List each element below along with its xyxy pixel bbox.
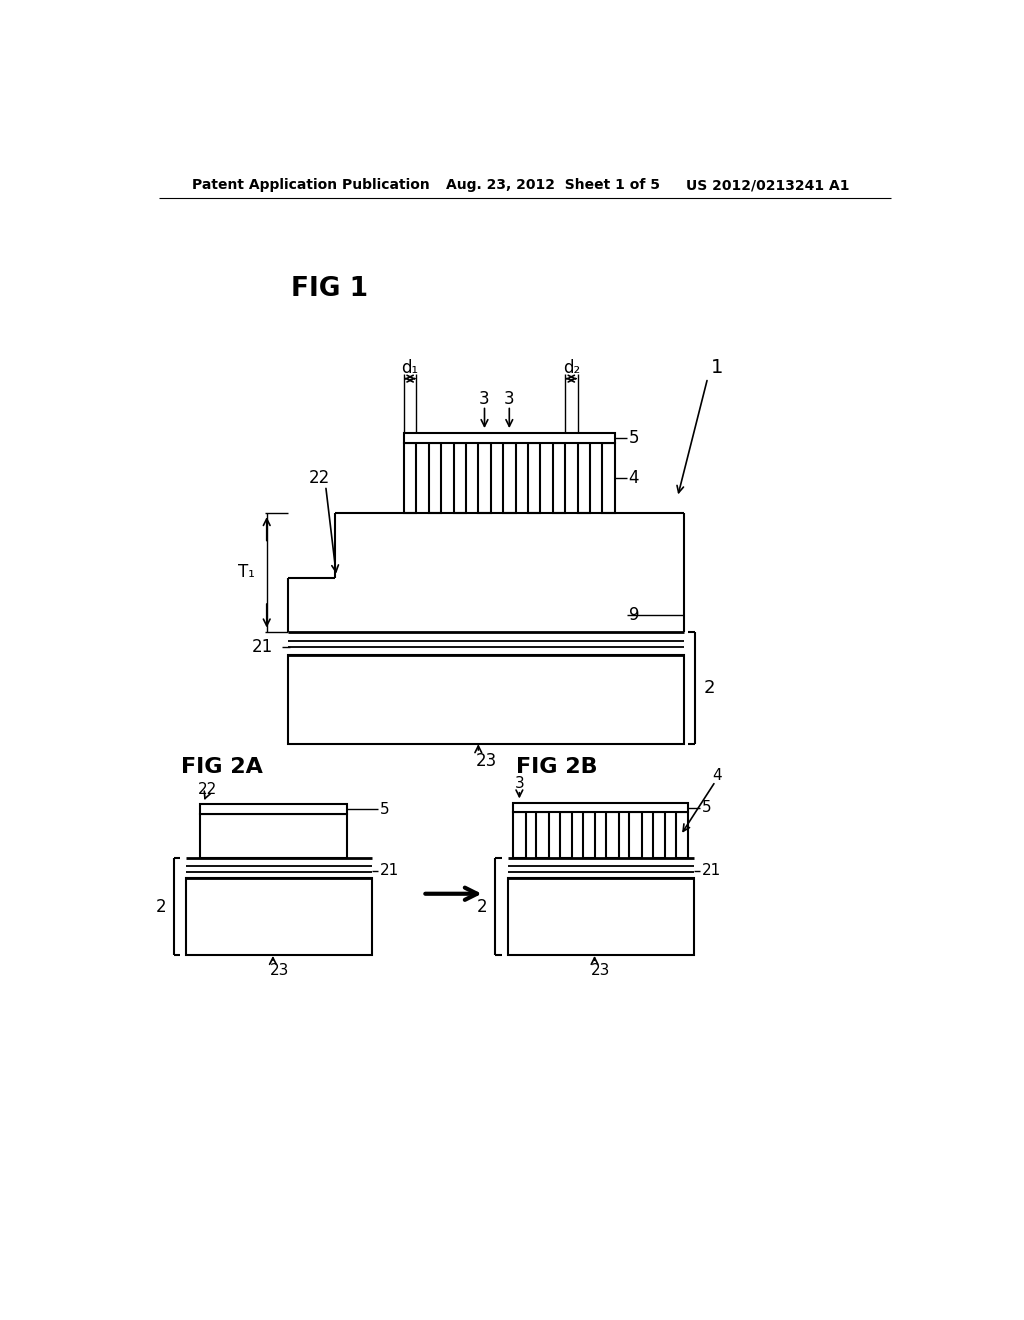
Text: 23: 23 xyxy=(475,751,497,770)
Text: 21: 21 xyxy=(701,863,721,878)
Text: Aug. 23, 2012  Sheet 1 of 5: Aug. 23, 2012 Sheet 1 of 5 xyxy=(445,178,659,193)
Text: d₁: d₁ xyxy=(401,359,419,376)
Bar xyxy=(454,444,466,512)
Text: 1: 1 xyxy=(711,358,723,376)
Text: 5: 5 xyxy=(701,800,711,814)
Bar xyxy=(200,804,347,813)
Text: Patent Application Publication: Patent Application Publication xyxy=(193,178,430,193)
Bar xyxy=(200,813,347,858)
Bar xyxy=(652,812,665,858)
Text: d₂: d₂ xyxy=(562,359,580,376)
Text: 21: 21 xyxy=(380,863,399,878)
Text: 5: 5 xyxy=(629,429,639,447)
Text: 23: 23 xyxy=(591,964,610,978)
Bar xyxy=(560,812,572,858)
Bar xyxy=(478,444,490,512)
Text: FIG 2A: FIG 2A xyxy=(180,756,262,776)
Bar xyxy=(403,433,614,444)
Text: 9: 9 xyxy=(629,606,639,624)
Text: 2: 2 xyxy=(156,898,166,916)
Text: 2: 2 xyxy=(703,678,716,697)
Text: 23: 23 xyxy=(269,964,289,978)
Bar xyxy=(289,655,684,743)
Text: 2: 2 xyxy=(477,898,487,916)
Text: 3: 3 xyxy=(479,391,489,408)
Bar xyxy=(583,812,595,858)
Text: 22: 22 xyxy=(309,469,330,487)
Bar xyxy=(403,444,417,512)
Text: 22: 22 xyxy=(199,781,217,796)
Bar xyxy=(513,812,525,858)
Text: FIG 1: FIG 1 xyxy=(291,276,368,302)
Text: US 2012/0213241 A1: US 2012/0213241 A1 xyxy=(686,178,850,193)
Bar xyxy=(553,444,565,512)
Text: 21: 21 xyxy=(252,639,273,656)
Text: 4: 4 xyxy=(712,768,722,784)
Bar xyxy=(676,812,688,858)
Bar xyxy=(537,812,549,858)
Bar xyxy=(606,812,618,858)
Bar xyxy=(186,878,372,956)
Bar xyxy=(630,812,642,858)
Text: T₁: T₁ xyxy=(239,564,255,581)
Bar xyxy=(513,803,688,812)
Text: 3: 3 xyxy=(514,776,524,791)
Bar xyxy=(429,444,441,512)
Bar xyxy=(508,878,693,956)
Bar xyxy=(578,444,590,512)
Text: 3: 3 xyxy=(504,391,515,408)
Text: FIG 2B: FIG 2B xyxy=(515,756,597,776)
Bar xyxy=(528,444,541,512)
Bar xyxy=(503,444,515,512)
Text: 5: 5 xyxy=(380,801,389,817)
Bar xyxy=(602,444,614,512)
Text: 4: 4 xyxy=(629,469,639,487)
